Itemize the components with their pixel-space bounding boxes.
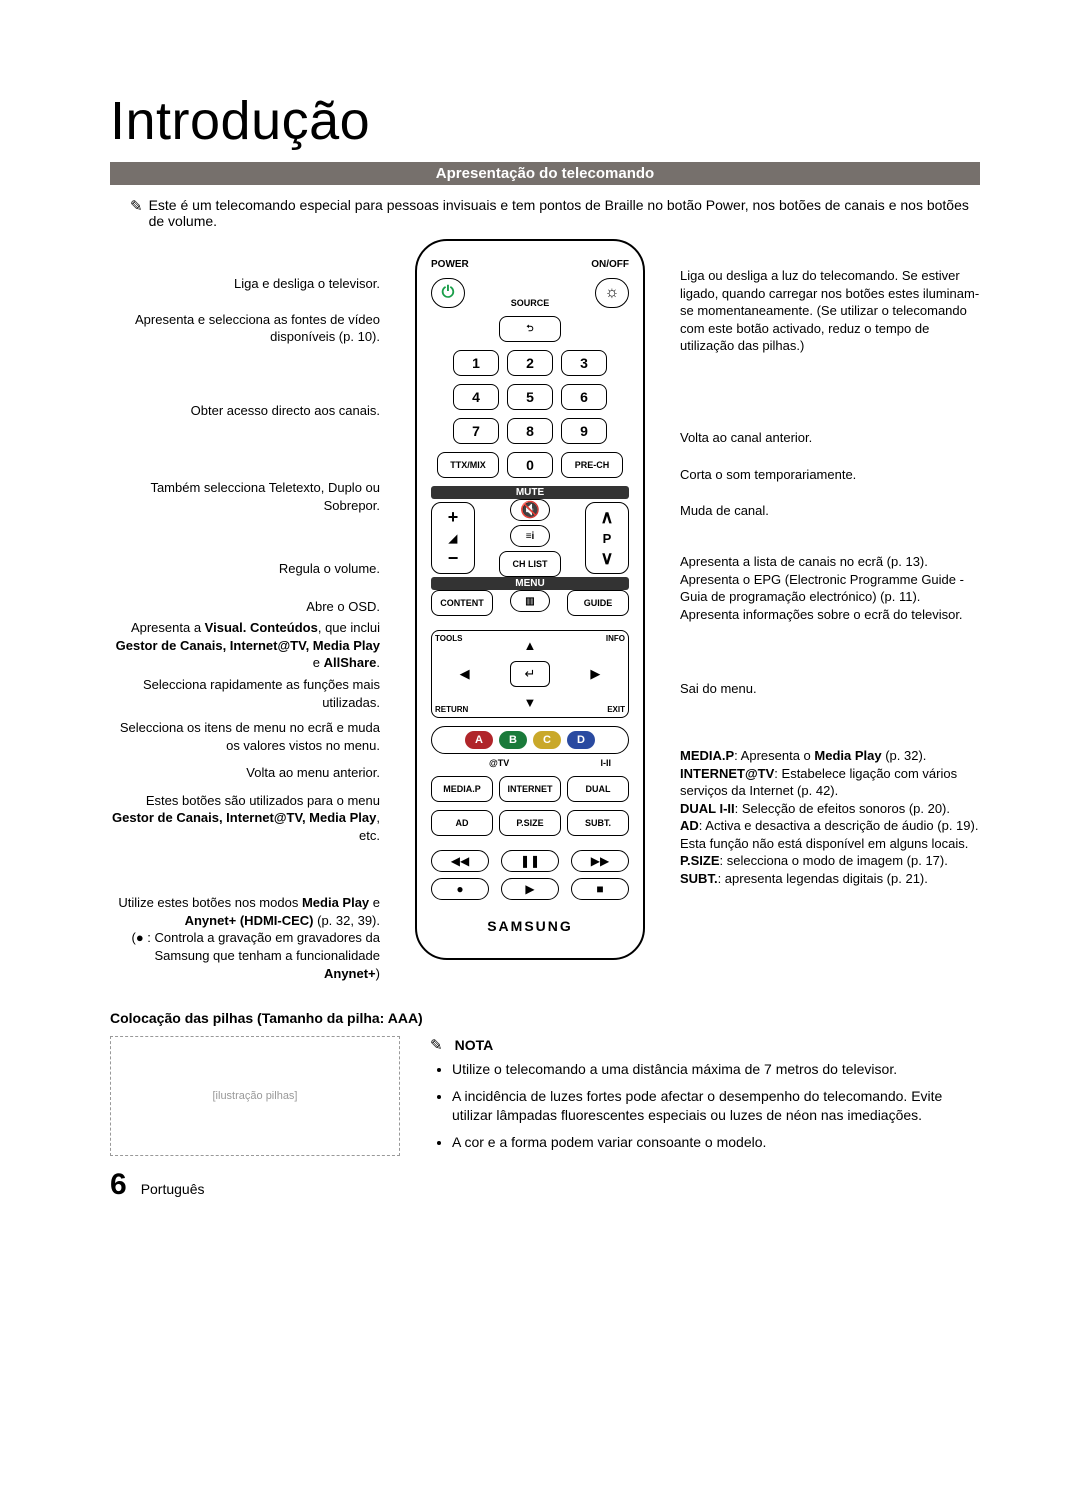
onoff-button[interactable]: ☼ (595, 278, 629, 308)
record-button[interactable]: ● (431, 878, 489, 900)
label-info: Apresenta informações sobre o ecrã do te… (680, 606, 980, 624)
dpad-ok[interactable]: ↵ (510, 661, 550, 687)
label-nav: Selecciona os itens de menu no ecrã e mu… (110, 719, 380, 754)
internet-button[interactable]: INTERNET (499, 776, 561, 802)
dual-button[interactable]: DUAL (567, 776, 629, 802)
tools-label: TOOLS (432, 631, 497, 660)
pause-button[interactable]: ❚❚ (501, 850, 559, 872)
nota-list: Utilize o telecomando a uma distância má… (430, 1060, 980, 1152)
page-title: Introdução (110, 90, 980, 152)
label-guide: Apresenta o EPG (Electronic Programme Gu… (680, 571, 980, 606)
num-9[interactable]: 9 (561, 418, 607, 444)
menu-button[interactable]: ▥ (510, 590, 550, 612)
nota-heading: NOTA (455, 1037, 494, 1053)
dual-label-small: I-II (601, 758, 612, 768)
guide-button[interactable]: GUIDE (567, 590, 629, 616)
label-ttx: Também selecciona Teletexto, Duplo ou So… (110, 479, 380, 514)
label-exit: Sai do menu. (680, 680, 980, 698)
label-content: Apresenta a Visual. Conteúdos, que inclu… (110, 619, 380, 672)
label-ch: Muda de canal. (680, 502, 980, 520)
left-callouts: Liga e desliga o televisor. Apresenta e … (110, 239, 380, 982)
num-7[interactable]: 7 (453, 418, 499, 444)
source-label: SOURCE (511, 298, 550, 308)
label-onoff: Liga ou desliga a luz do telecomando. Se… (680, 267, 980, 355)
ffwd-button[interactable]: ▶▶ (571, 850, 629, 872)
info-label: INFO (563, 631, 628, 660)
psize-button[interactable]: P.SIZE (499, 810, 561, 836)
label-tools: Selecciona rapidamente as funções mais u… (110, 676, 380, 711)
atv-label: @TV (489, 758, 509, 768)
prech-button[interactable]: PRE-CH (561, 452, 623, 478)
abcd-buttons: A B C D (431, 726, 629, 754)
chlist-button[interactable]: CH LIST (499, 551, 561, 577)
dpad[interactable]: TOOLS ▲ INFO ◀ ↵ ▶ RETURN ▼ EXIT (431, 630, 629, 718)
nota-item: A cor e a forma podem variar consoante o… (452, 1133, 980, 1152)
ttx-button[interactable]: TTX/MIX (437, 452, 499, 478)
onoff-label: ON/OFF (591, 259, 629, 270)
dpad-left[interactable]: ◀ (432, 660, 497, 689)
label-chlist: Apresenta a lista de canais no ecrã (p. … (680, 553, 980, 571)
label-vol: Regula o volume. (110, 560, 380, 578)
label-abcd: Estes botões são utilizados para o menu … (110, 792, 380, 845)
brand-logo: SAMSUNG (431, 918, 629, 934)
rewind-button[interactable]: ◀◀ (431, 850, 489, 872)
mute-label: MUTE (431, 486, 629, 499)
volume-rocker[interactable]: +◢− (431, 502, 475, 574)
power-label: POWER (431, 259, 469, 270)
teletext-index-button[interactable]: ≡i (510, 525, 550, 547)
num-5[interactable]: 5 (507, 384, 553, 410)
intro-note: ✎ Este é um telecomando especial para pe… (110, 197, 980, 229)
battery-illustration: [ilustração pilhas] (110, 1036, 400, 1156)
nota-item: A incidência de luzes fortes pode afecta… (452, 1087, 980, 1125)
page-number: 6 (110, 1168, 127, 1202)
d-button[interactable]: D (567, 731, 595, 749)
label-numbers: Obter acesso directo aos canais. (110, 402, 380, 420)
note-icon: ✎ (430, 1036, 443, 1054)
source-button[interactable]: ⮌ (499, 316, 561, 342)
label-mute: Corta o som temporariamente. (680, 466, 980, 484)
exit-label: EXIT (563, 688, 628, 717)
play-button[interactable]: ▶ (501, 878, 559, 900)
power-button[interactable]: ⏻ (431, 278, 465, 308)
label-menu: Abre o OSD. (110, 598, 380, 616)
ad-button[interactable]: AD (431, 810, 493, 836)
b-button[interactable]: B (499, 731, 527, 749)
num-0[interactable]: 0 (507, 452, 553, 478)
subt-button[interactable]: SUBT. (567, 810, 629, 836)
remote-diagram: POWER ON/OFF ⏻ SOURCE ☼ ⮌ 1 2 3 4 5 6 (415, 239, 645, 960)
dpad-right[interactable]: ▶ (563, 660, 628, 689)
page-language: Português (141, 1181, 205, 1197)
mute-button[interactable]: 🔇 (510, 499, 550, 521)
a-button[interactable]: A (465, 731, 493, 749)
right-callouts: Liga ou desliga a luz do telecomando. Se… (680, 239, 980, 887)
menu-label: MENU (431, 577, 629, 590)
c-button[interactable]: C (533, 731, 561, 749)
channel-rocker[interactable]: ∧P∨ (585, 502, 629, 574)
label-prech: Volta ao canal anterior. (680, 429, 980, 447)
label-media-block: MEDIA.P: Apresenta o Media Play (p. 32).… (680, 747, 980, 887)
batteries-title: Colocação das pilhas (Tamanho da pilha: … (110, 1010, 980, 1026)
label-power: Liga e desliga o televisor. (110, 275, 380, 293)
nota-item: Utilize o telecomando a uma distância má… (452, 1060, 980, 1079)
mediap-button[interactable]: MEDIA.P (431, 776, 493, 802)
section-bar: Apresentação do telecomando (110, 162, 980, 185)
num-8[interactable]: 8 (507, 418, 553, 444)
return-label: RETURN (432, 688, 497, 717)
content-button[interactable]: CONTENT (431, 590, 493, 616)
dpad-down[interactable]: ▼ (497, 688, 562, 717)
note-icon: ✎ (130, 197, 143, 215)
num-2[interactable]: 2 (507, 350, 553, 376)
label-source: Apresenta e selecciona as fontes de víde… (110, 311, 380, 346)
num-1[interactable]: 1 (453, 350, 499, 376)
num-6[interactable]: 6 (561, 384, 607, 410)
intro-text: Este é um telecomando especial para pess… (149, 197, 980, 229)
label-transport: Utilize estes botões nos modos Media Pla… (110, 894, 380, 982)
num-3[interactable]: 3 (561, 350, 607, 376)
dpad-up[interactable]: ▲ (497, 631, 562, 660)
stop-button[interactable]: ■ (571, 878, 629, 900)
num-4[interactable]: 4 (453, 384, 499, 410)
label-return: Volta ao menu anterior. (110, 764, 380, 782)
